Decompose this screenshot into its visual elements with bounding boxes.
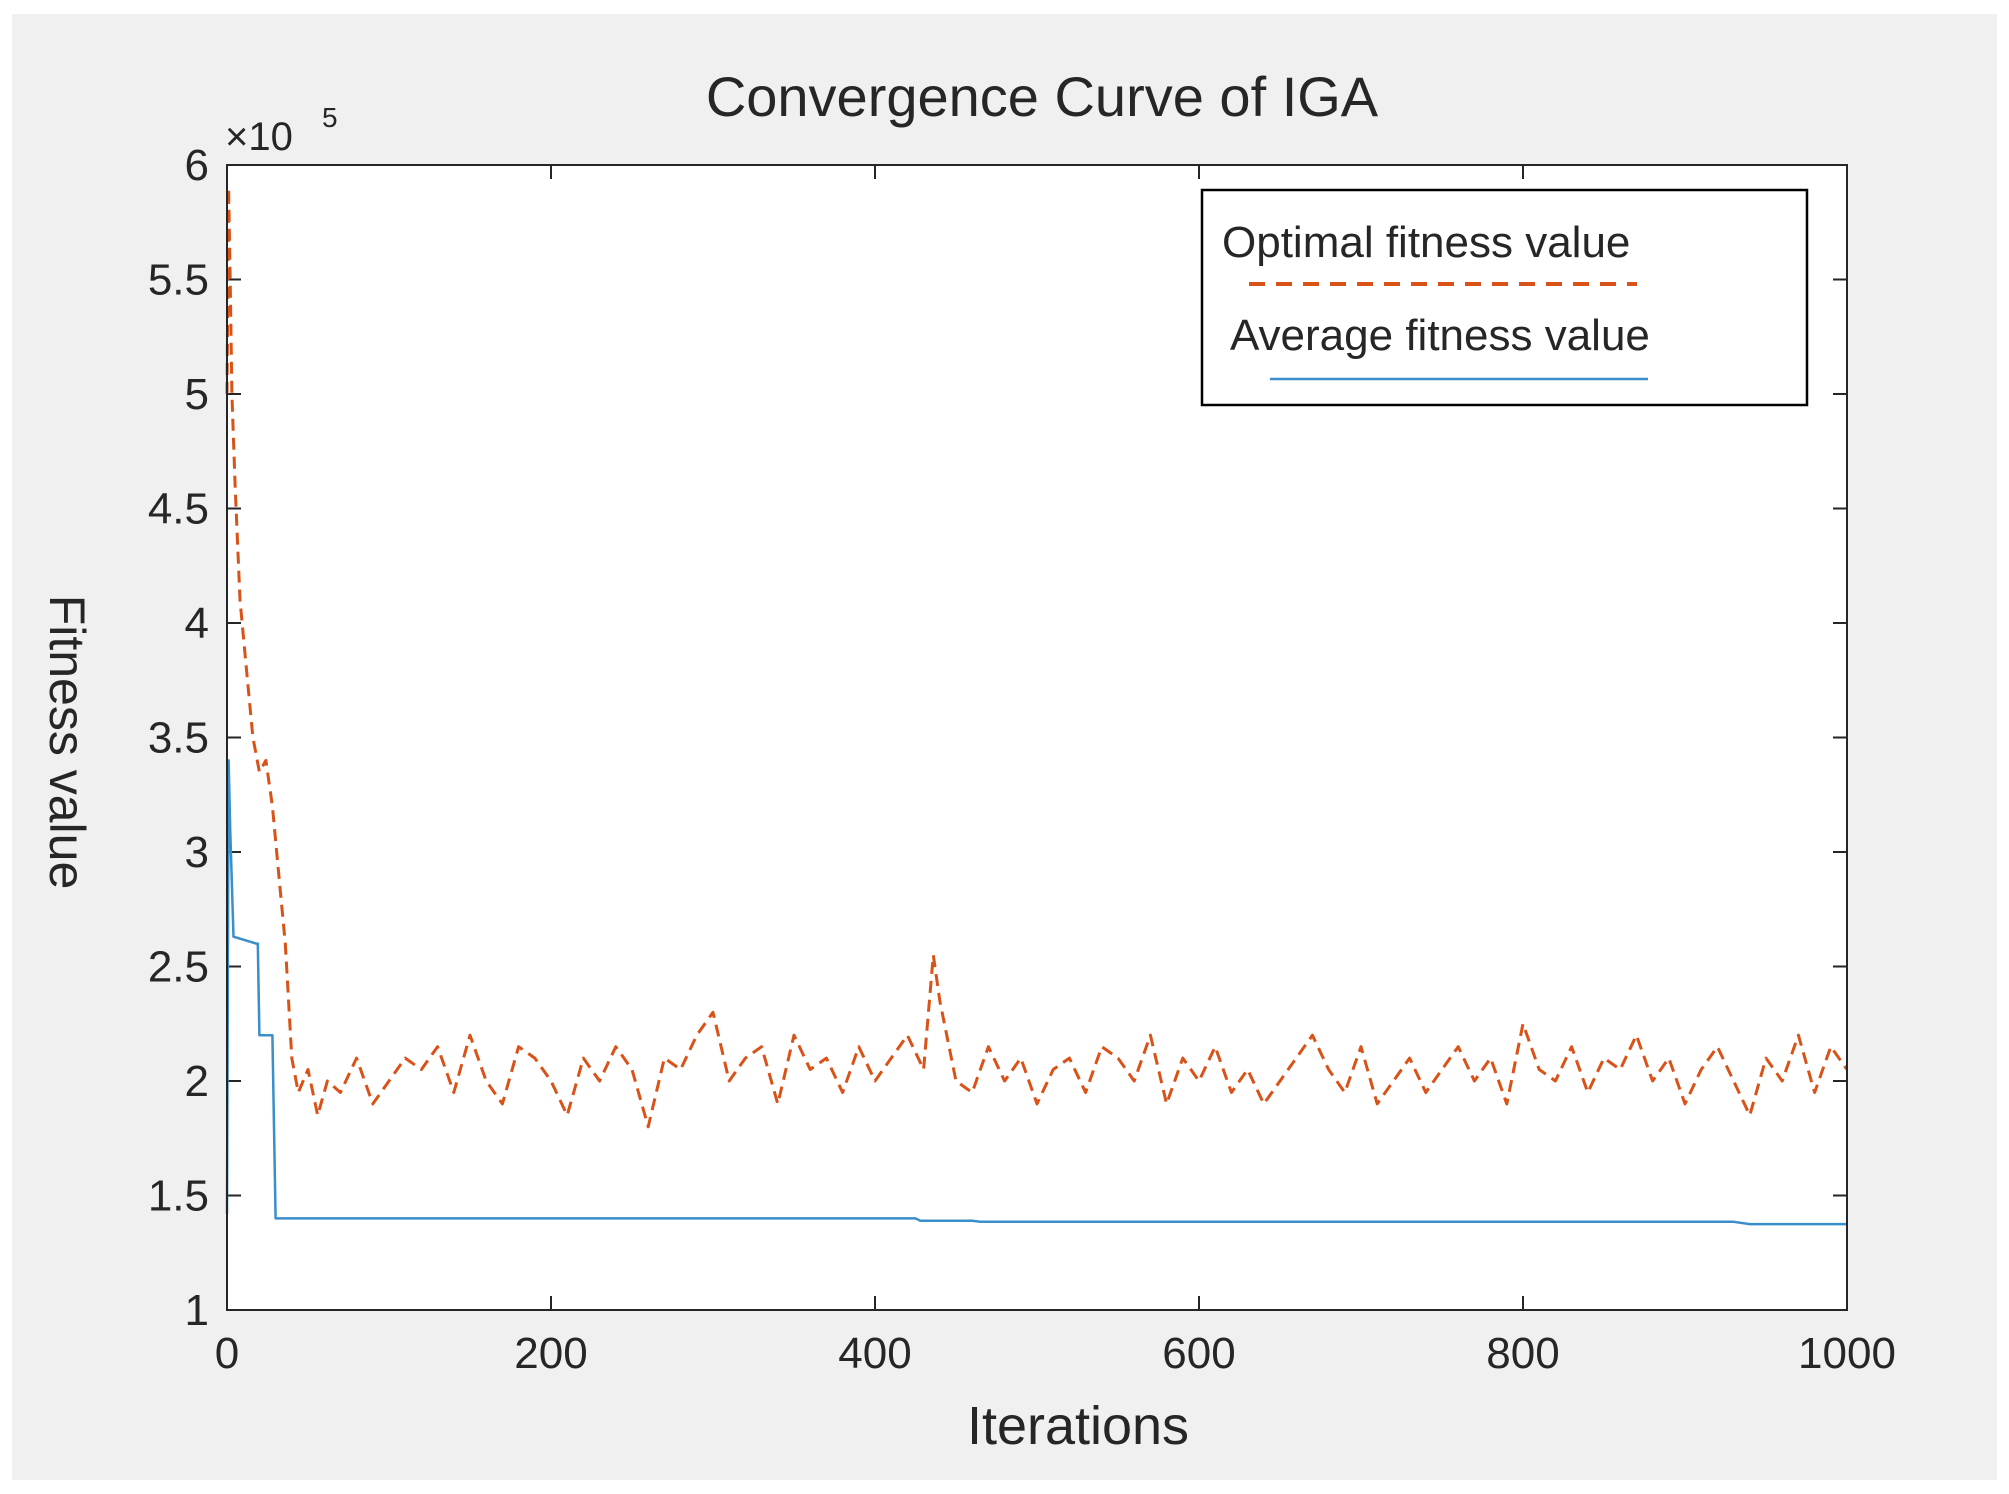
legend-label-average: Average fitness value xyxy=(1230,311,1650,360)
legend-label-optimal: Optimal fitness value xyxy=(1222,218,1630,267)
y-tick-label: 6 xyxy=(185,141,209,190)
chart-title: Convergence Curve of IGA xyxy=(706,65,1379,128)
y-tick-label: 5.5 xyxy=(148,256,209,305)
y-tick-label: 3.5 xyxy=(148,714,209,763)
series-optimal-fitness-line xyxy=(225,186,1849,1129)
y-tick-label: 4 xyxy=(185,599,209,648)
axes-box xyxy=(226,164,1848,1311)
y-tick-label: 4.5 xyxy=(148,485,209,534)
y-tick-label: 3 xyxy=(185,828,209,877)
y-axis-label: Fitness value xyxy=(39,595,95,890)
y-multiplier-exponent: 5 xyxy=(322,102,338,133)
x-tick-label: 200 xyxy=(514,1329,587,1378)
legend-box xyxy=(1200,188,1809,407)
y-tick-label: 2 xyxy=(185,1057,209,1106)
x-axis-label: Iterations xyxy=(967,1396,1189,1456)
convergence-chart: 0 200 400 600 800 1000 1 1.5 2 2.5 3 3.5 4 4.5 5 5.5 6 C… xyxy=(39,65,1896,1456)
series-average-fitness-line xyxy=(225,759,1847,1226)
x-tick-label: 800 xyxy=(1486,1329,1559,1378)
x-tick-label: 0 xyxy=(215,1329,239,1378)
y-tick-label: 2.5 xyxy=(148,943,209,992)
x-tick-label: 600 xyxy=(1162,1329,1235,1378)
legend: Optimal fitness value Average fitness va… xyxy=(1200,188,1809,407)
y-tick-label: 5 xyxy=(185,370,209,419)
y-tick-label: 1.5 xyxy=(148,1172,209,1221)
figure-background: 0 200 400 600 800 1000 1 1.5 2 2.5 3 3.5 4 4.5 5 5.5 6 C… xyxy=(12,14,1997,1480)
x-tick-label: 400 xyxy=(838,1329,911,1378)
y-multiplier-base: ×10 xyxy=(225,115,293,159)
x-tick-label: 1000 xyxy=(1798,1329,1896,1378)
y-tick-label: 1 xyxy=(185,1286,209,1335)
